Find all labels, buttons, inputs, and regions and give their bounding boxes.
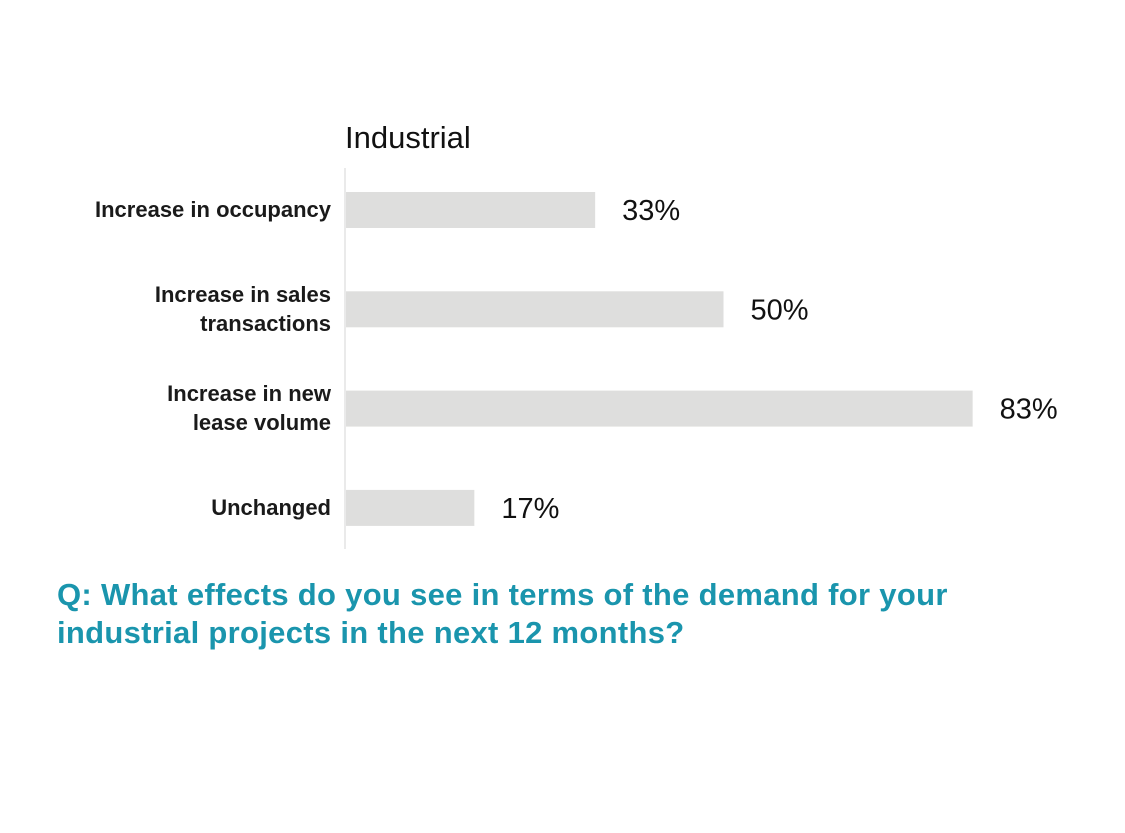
bar-3 xyxy=(346,390,973,427)
value-label-4: 17% xyxy=(501,493,559,525)
value-label-2: 50% xyxy=(751,294,809,326)
category-label-2: Increase in sales transactions xyxy=(155,282,331,336)
bar-4 xyxy=(346,489,475,526)
bar-1 xyxy=(346,192,596,228)
bar-chart: Industrial 33% Increase in occupancy 50% In… xyxy=(95,120,1058,549)
chart-title: Industrial xyxy=(345,120,471,155)
category-label-1: Increase in occupancy xyxy=(95,197,332,222)
category-label-3: Increase in new lease volume xyxy=(167,381,332,435)
survey-question: Q: What effects do you see in terms of t… xyxy=(57,577,948,650)
value-label-1: 33% xyxy=(622,195,680,227)
bar-2 xyxy=(346,291,724,328)
category-label-4: Unchanged xyxy=(211,495,331,520)
bars-group: 33% Increase in occupancy 50% Increase in s… xyxy=(95,192,1058,526)
value-label-3: 83% xyxy=(1000,394,1058,426)
